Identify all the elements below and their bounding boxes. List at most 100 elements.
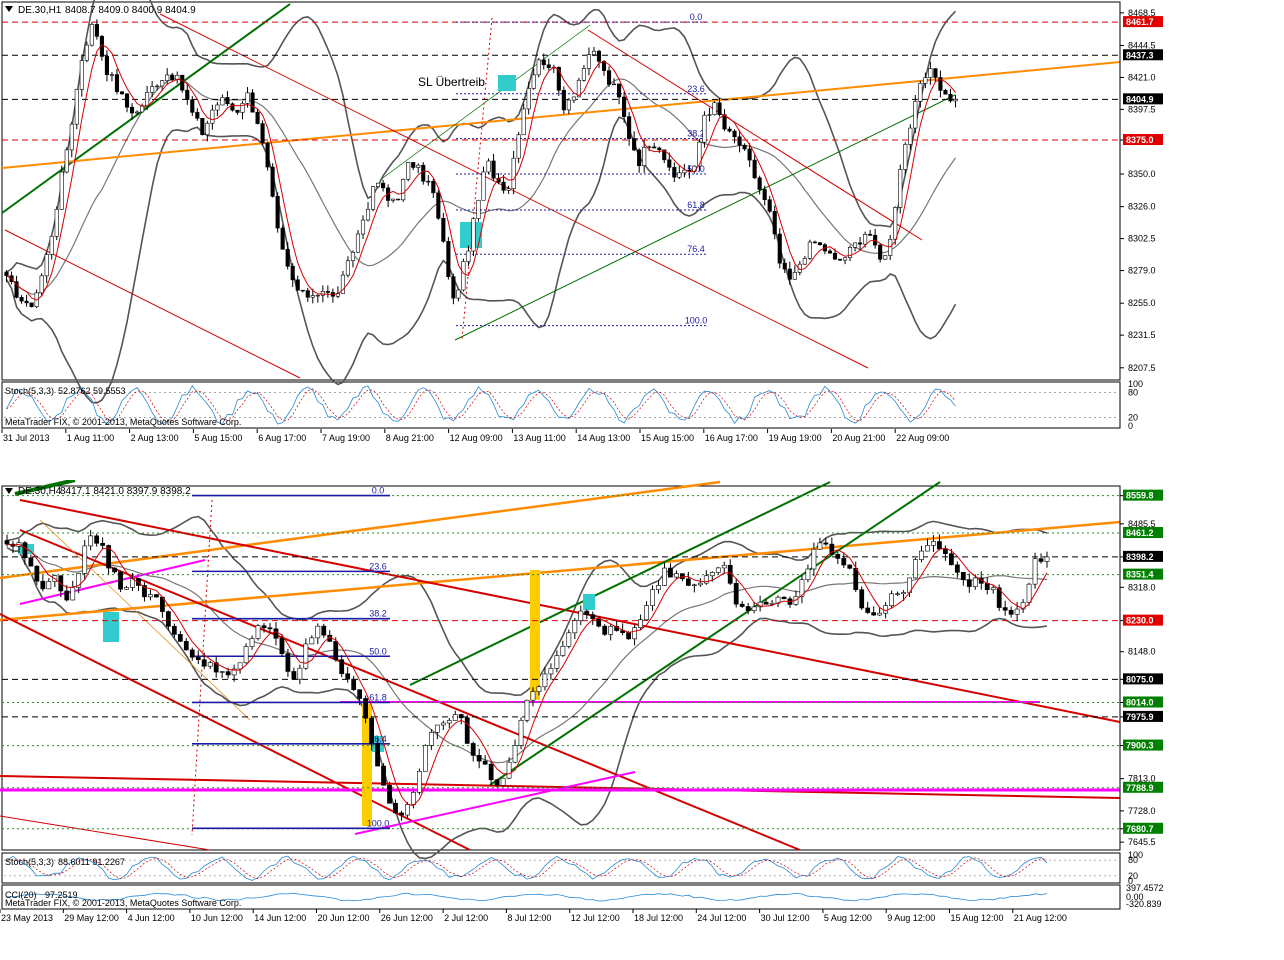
cci-scale-label: -320.839 [1126,899,1162,909]
svg-text:8404.9: 8404.9 [1126,94,1154,104]
candle [556,66,561,96]
candle [333,637,339,662]
price-tag: 7900.3 [1123,739,1163,751]
candle [44,252,49,284]
h4-watermark: MetaTrader FIX, © 2001-2013, MetaQuotes … [5,898,241,908]
candle [954,561,960,578]
candle [536,685,542,696]
h4-cci-pane [1,884,1121,910]
y-tick-label: 8255.0 [1128,298,1156,308]
candle [526,81,531,115]
candle [426,174,431,186]
h1-stoch-pane [1,381,1121,429]
candle [124,93,130,113]
candle [739,601,745,608]
candle [297,664,303,685]
lower-band [5,116,957,404]
candle [782,258,787,274]
candle [1008,606,1014,618]
candle [1002,600,1008,616]
candle [261,623,267,633]
candle [466,245,471,267]
candle [548,663,554,680]
h4-collapse-icon[interactable] [5,488,13,494]
candle [812,240,817,244]
candle [762,185,767,206]
candle [521,103,526,136]
candle [500,777,506,787]
candle [456,289,461,302]
y-tick-label: 8421.0 [1128,72,1156,82]
fib-label: 38.2 [687,129,705,139]
h4-candles [4,530,1050,821]
candle [524,699,530,723]
svg-text:8559.8: 8559.8 [1126,491,1154,501]
fib-label: 23.6 [687,84,705,94]
candle [948,548,954,566]
candle [858,236,863,251]
candle [303,638,309,670]
h1-collapse-icon[interactable] [5,6,13,12]
candle [160,80,165,91]
x-tick-label: 13 Aug 11:00 [513,433,565,443]
fib-label: 100.0 [685,316,708,326]
ma-line [6,43,956,301]
candle [511,150,516,195]
candle [295,275,300,291]
candle [28,554,34,567]
candle [64,147,69,174]
candle [721,561,727,574]
candle [210,104,215,130]
fib-label: 0.0 [690,12,703,22]
candle [401,178,406,202]
y-tick-label: 8468.5 [1128,8,1156,18]
candle [781,596,787,600]
candle [441,212,446,243]
candle [446,237,451,280]
price-tag: 8461.7 [1123,16,1163,28]
candle [953,94,958,108]
candle [369,715,374,751]
candle [267,623,273,634]
candle [715,566,721,574]
candle [1032,552,1038,589]
h4-horizontal-levels [2,495,1120,830]
candle [536,58,541,78]
candle [491,153,496,182]
svg-text:7900.3: 7900.3 [1126,741,1154,751]
candle [913,94,918,134]
candle [938,70,943,98]
h1-annotation: SL Übertreib [418,75,485,89]
candle [22,541,28,565]
candle [357,689,363,706]
candle [674,570,679,580]
h4-cci-values: 97.2519 [45,890,78,900]
svg-text:8461.2: 8461.2 [1126,528,1154,538]
candle [396,198,401,201]
stoch-scale-label: 100 [1128,850,1143,860]
candle [763,598,769,605]
candle [458,713,464,725]
candle [697,578,703,587]
candle [381,179,386,192]
candle [581,64,586,82]
candle [381,763,386,786]
x-tick-label: 18 Jul 12:00 [634,913,683,923]
candle [807,239,812,260]
candle [180,74,185,93]
x-tick-label: 1 Aug 11:00 [67,433,114,443]
candle [417,768,422,795]
x-tick-label: 8 Aug 21:00 [386,433,434,443]
candle [421,162,426,185]
middle-band [6,77,956,295]
y-tick-label: 7728.0 [1128,806,1156,816]
candle [88,530,94,551]
fib-label: 76.4 [687,244,705,254]
candle [250,89,255,113]
candle [255,624,261,641]
svg-text:8351.4: 8351.4 [1126,570,1154,580]
candle [486,158,491,174]
candle [742,143,747,151]
